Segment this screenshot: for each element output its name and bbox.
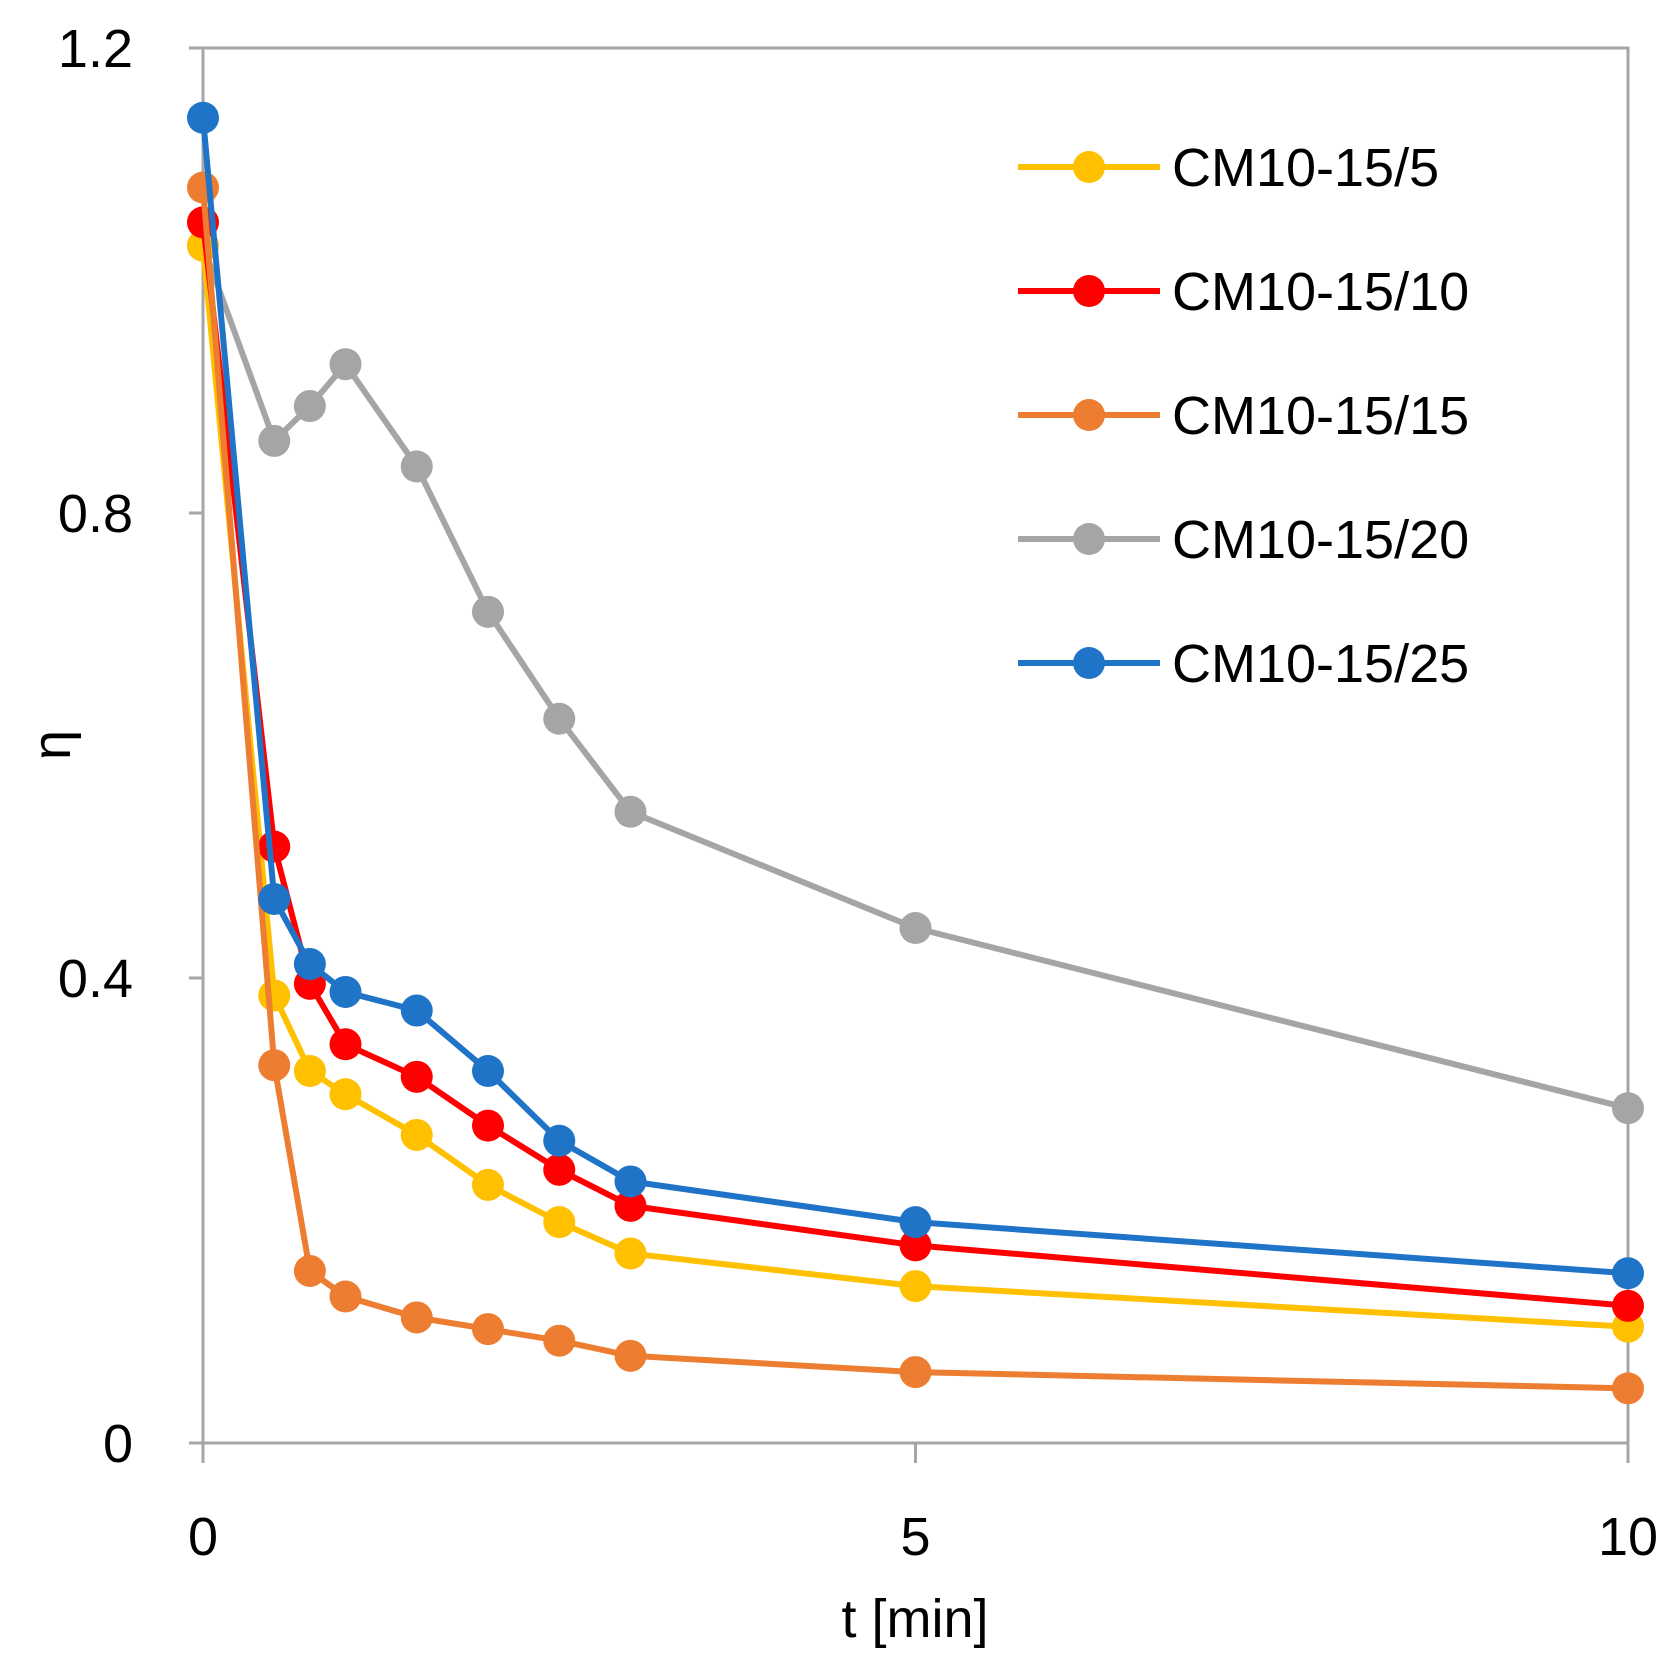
data-point <box>472 1055 504 1087</box>
data-point <box>329 348 362 381</box>
legend-item: CM10-15/15 <box>1018 386 1469 446</box>
data-point <box>543 1153 576 1186</box>
data-point <box>258 424 291 457</box>
data-point <box>400 1118 433 1151</box>
y-tick-label: 0.8 <box>58 484 133 544</box>
data-point <box>1612 1257 1644 1290</box>
data-point <box>187 101 219 134</box>
data-point <box>293 1254 326 1287</box>
data-point <box>187 171 219 204</box>
data-point <box>899 1206 932 1239</box>
data-point <box>614 1165 647 1198</box>
data-point <box>258 882 291 915</box>
legend-item: CM10-15/20 <box>1018 510 1469 570</box>
data-point <box>258 979 291 1012</box>
data-point <box>543 1324 576 1357</box>
legend-item: CM10-15/10 <box>1018 262 1469 322</box>
data-point <box>293 948 326 981</box>
y-tick-label: 1.2 <box>58 19 133 79</box>
data-point <box>899 912 932 945</box>
y-axis: 0 0.4 0.8 1.2 <box>58 19 203 1474</box>
series-cm10-15-5 <box>187 229 1644 1343</box>
data-point <box>400 1060 433 1093</box>
data-point <box>293 390 326 423</box>
data-point <box>1612 1092 1644 1125</box>
legend-item: CM10-15/25 <box>1018 634 1469 694</box>
x-tick-label: 10 <box>1598 1507 1658 1567</box>
data-point <box>400 994 433 1027</box>
data-point <box>899 1356 932 1389</box>
legend-label: CM10-15/20 <box>1172 510 1469 570</box>
x-tick-label: 5 <box>900 1507 930 1567</box>
series-line <box>200 244 1629 1112</box>
series-line <box>200 187 1629 1392</box>
series-cm10-15-25 <box>187 101 1644 1290</box>
legend-label: CM10-15/25 <box>1172 634 1469 694</box>
data-point <box>400 450 433 483</box>
y-tick-label: 0.4 <box>58 949 133 1009</box>
legend-marker <box>1073 523 1105 555</box>
y-tick-label: 0 <box>103 1414 133 1474</box>
data-point <box>614 1189 647 1222</box>
data-point <box>258 830 291 863</box>
series-line <box>200 245 1629 1330</box>
series-cm10-15-15 <box>187 171 1644 1405</box>
data-point <box>614 1339 647 1372</box>
x-tick-label: 0 <box>188 1507 218 1567</box>
legend-label: CM10-15/15 <box>1172 386 1469 446</box>
data-point <box>1612 1289 1644 1322</box>
data-point <box>614 1237 647 1270</box>
data-point <box>329 1280 362 1313</box>
data-point <box>329 975 362 1008</box>
x-axis-title: t [min] <box>841 1589 988 1649</box>
data-point <box>329 1028 362 1061</box>
data-point <box>472 1168 504 1201</box>
series-line <box>200 222 1629 1309</box>
legend: CM10-15/5 CM10-15/10 CM10-15/15 CM10-15/20 C… <box>1018 138 1469 694</box>
legend-label: CM10-15/5 <box>1172 138 1439 198</box>
series-line <box>200 117 1629 1277</box>
data-point <box>899 1270 932 1303</box>
legend-marker <box>1073 647 1105 679</box>
data-point <box>472 595 504 628</box>
data-point <box>472 1313 504 1346</box>
x-axis: 0 5 10 <box>188 1443 1658 1567</box>
data-point <box>400 1301 433 1334</box>
series-layer <box>187 101 1644 1405</box>
data-point <box>258 1049 291 1082</box>
data-point <box>614 795 647 828</box>
y-axis-title: η <box>22 730 82 760</box>
data-point <box>543 702 576 735</box>
data-point <box>899 1229 932 1262</box>
data-point <box>543 1124 576 1157</box>
legend-marker <box>1073 275 1105 307</box>
legend-marker <box>1073 399 1105 431</box>
data-point <box>293 1055 326 1087</box>
data-point <box>543 1206 576 1239</box>
legend-item: CM10-15/5 <box>1018 138 1439 198</box>
data-point <box>329 1078 362 1111</box>
data-point <box>1612 1372 1644 1405</box>
data-point <box>472 1109 504 1142</box>
legend-label: CM10-15/10 <box>1172 262 1469 322</box>
legend-marker <box>1073 151 1105 183</box>
